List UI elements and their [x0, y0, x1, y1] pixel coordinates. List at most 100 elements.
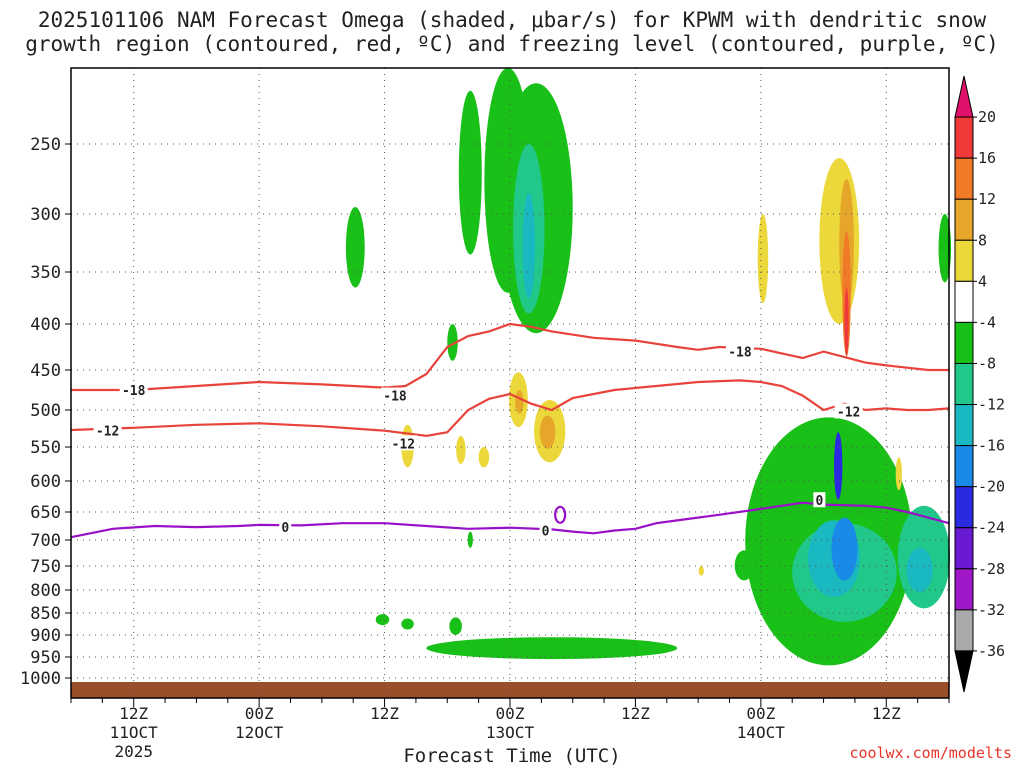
- y-tick-label: 400: [30, 315, 61, 335]
- colorbar-segment: [954, 486, 974, 529]
- x-tick-label: 12Z: [370, 704, 399, 723]
- contour-label: 0: [542, 524, 550, 539]
- omega-region: [458, 90, 482, 255]
- x-tick-label: 2025: [114, 742, 153, 761]
- x-tick-label: 14OCT: [737, 723, 786, 742]
- colorbar-label: -36: [978, 642, 1005, 660]
- contour-label: 0: [815, 494, 823, 509]
- colorbar-label: 20: [978, 108, 996, 126]
- colorbar-label: -20: [978, 478, 1005, 496]
- x-tick-label: 12OCT: [235, 723, 284, 742]
- x-tick-label: 11OCT: [110, 723, 159, 742]
- contour-label-bg: [93, 422, 122, 438]
- omega-region: [698, 566, 704, 576]
- contour-0-loop: [554, 505, 567, 524]
- y-tick-label: 550: [30, 438, 61, 458]
- omega-region: [539, 415, 556, 449]
- ground-layer: [71, 682, 949, 698]
- omega-region: [834, 432, 843, 500]
- x-tick-label: 00Z: [245, 704, 274, 723]
- y-tick-label: 650: [30, 503, 61, 523]
- axes-layer: 2503003504004505005506006507007508008509…: [20, 67, 950, 761]
- colorbar-segment: [954, 321, 974, 364]
- x-tick-label: 12Z: [621, 704, 650, 723]
- omega-shading-layer: [345, 67, 952, 666]
- y-tick-label: 500: [30, 401, 61, 421]
- colorbar-label: 12: [978, 190, 996, 208]
- colorbar-label: -24: [978, 519, 1005, 537]
- omega-region: [515, 390, 524, 414]
- contour-label-bg: [834, 403, 863, 419]
- omega-region: [844, 287, 849, 357]
- contour-label: -18: [728, 346, 752, 361]
- colorbar-segment: [954, 280, 974, 323]
- omega-region: [449, 617, 462, 635]
- x-tick-label: 12Z: [872, 704, 901, 723]
- colorbar-segment: [954, 404, 974, 447]
- y-tick-label: 750: [30, 557, 61, 577]
- omega-region: [757, 214, 769, 304]
- chart-title-line-2: growth region (contoured, red, ºC) and f…: [25, 32, 999, 56]
- colorbar-segment: [954, 527, 974, 570]
- y-tick-label: 350: [30, 263, 61, 283]
- y-tick-label: 300: [30, 205, 61, 225]
- contour-label: -12: [96, 425, 119, 440]
- ground-surface: [71, 682, 949, 698]
- contour-0: [70, 501, 950, 539]
- contour-label-bg: [381, 387, 410, 403]
- y-tick-label: 700: [30, 531, 61, 551]
- contour-label: -12: [392, 437, 415, 452]
- colorbar-bottom-triangle: [954, 650, 974, 693]
- contour-label: 0: [281, 521, 289, 536]
- colorbar-top-triangle: [954, 75, 974, 118]
- y-tick-label: 800: [30, 581, 61, 601]
- colorbar-segment: [954, 239, 974, 282]
- colorbar-label: -4: [978, 313, 996, 331]
- colorbar-label: -16: [978, 437, 1005, 455]
- grid-layer: [71, 68, 949, 698]
- contour-label-bg: [389, 435, 418, 451]
- colorbar-segment: [954, 157, 974, 200]
- x-axis-label: Forecast Time (UTC): [403, 745, 621, 767]
- omega-region: [522, 193, 536, 298]
- colorbar-label: -32: [978, 601, 1005, 619]
- colorbar-segment: [954, 445, 974, 488]
- omega-region: [938, 214, 952, 283]
- colorbar-segment: [954, 568, 974, 611]
- contour-label: -18: [122, 384, 146, 399]
- omega-region: [401, 618, 414, 630]
- colorbar: 20 16 12 8 4 -4 -8 -12 -16 -20 -24 -28 -32 -36: [954, 75, 1005, 693]
- y-tick-label: 250: [30, 135, 61, 155]
- x-tick-label: 00Z: [746, 704, 775, 723]
- colorbar-segment: [954, 609, 974, 652]
- contour-layer: -18 -18 -18 -12 -12 -12 0 0 0: [70, 322, 950, 539]
- contour-label-bg: [539, 522, 552, 538]
- colorbar-label: -12: [978, 396, 1005, 414]
- omega-region: [375, 614, 390, 626]
- colorbar-label: -8: [978, 354, 996, 372]
- y-tick-label: 950: [30, 648, 61, 668]
- y-tick-label: 450: [30, 361, 61, 381]
- contour-label-bg: [725, 343, 754, 359]
- x-tick-label: 00Z: [496, 704, 525, 723]
- y-tick-label: 900: [30, 626, 61, 646]
- y-tick-label: 1000: [20, 669, 61, 689]
- x-tick-label: 12Z: [119, 704, 148, 723]
- omega-region: [478, 447, 490, 468]
- contour-label: -12: [837, 405, 860, 420]
- omega-region: [456, 435, 466, 465]
- y-tick-label: 850: [30, 604, 61, 624]
- omega-region: [345, 207, 365, 288]
- contour-label: -18: [383, 390, 407, 405]
- omega-region: [447, 324, 458, 361]
- y-tick-label: 600: [30, 472, 61, 492]
- omega-region: [426, 637, 678, 660]
- contour--18: [71, 322, 949, 392]
- omega-region: [895, 457, 902, 491]
- contour-label-bg: [813, 492, 826, 508]
- colorbar-segment: [954, 198, 974, 241]
- credit-text: coolwx.com/modelts: [849, 744, 1012, 762]
- omega-region: [906, 547, 933, 593]
